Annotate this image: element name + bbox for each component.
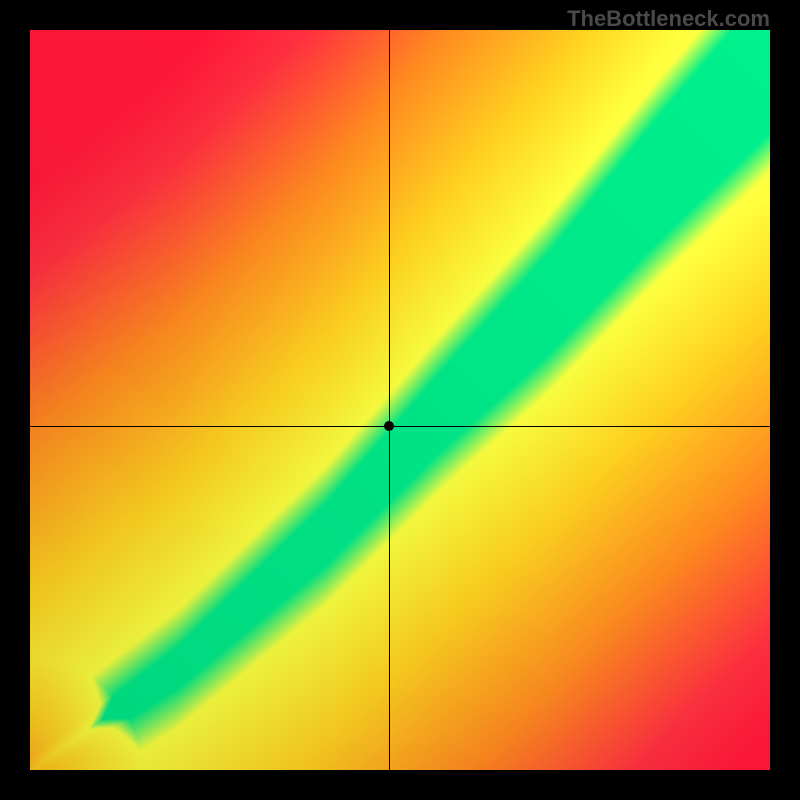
crosshair-marker xyxy=(384,421,394,431)
crosshair-horizontal xyxy=(30,426,770,427)
watermark-text: TheBottleneck.com xyxy=(567,6,770,32)
heatmap-canvas xyxy=(30,30,770,770)
crosshair-vertical xyxy=(389,30,390,770)
plot-area xyxy=(30,30,770,770)
